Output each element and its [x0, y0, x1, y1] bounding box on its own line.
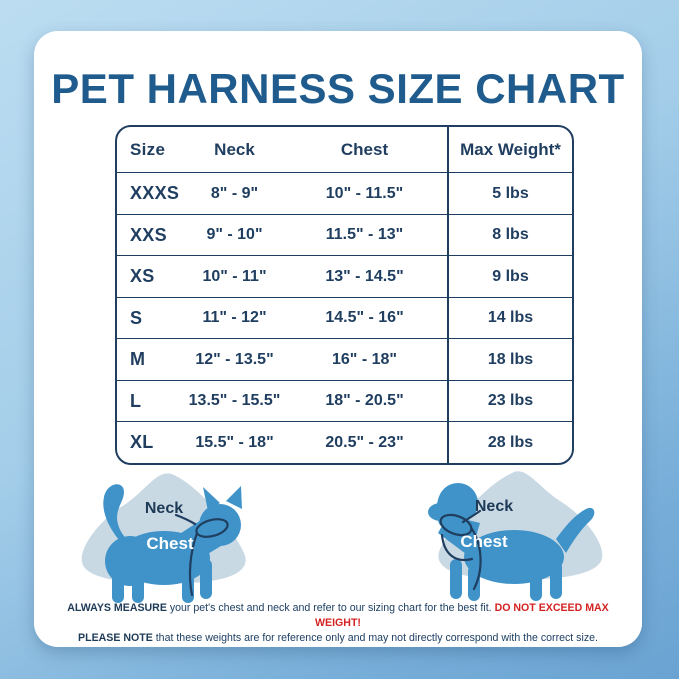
cell-chest: 20.5" - 23" [325, 433, 404, 451]
cat-neck-pointer-line [174, 513, 197, 526]
cell-neck: 12" - 13.5" [195, 350, 274, 368]
cell-chest: 10" - 11.5" [325, 184, 404, 202]
dog-illustration: Neck Chest [428, 471, 603, 601]
cell-neck: 9" - 10" [206, 226, 263, 244]
cell-chest: 13" - 14.5" [325, 267, 404, 285]
disclaimer-max-weight-warning: DO NOT EXCEED MAX WEIGHT! [315, 602, 609, 629]
disclaimer-line2-text: that these weights are for reference onl… [152, 632, 598, 644]
cell-chest: 16" - 18" [332, 350, 397, 368]
cell-size: XL [130, 432, 154, 453]
size-chart-card: PET HARNESS SIZE CHART Size Neck Chest M… [34, 31, 642, 647]
disclaimer-line1-text: your pet's chest and neck and refer to o… [166, 602, 495, 614]
cell-chest: 14.5" - 16" [325, 309, 404, 327]
cell-weight: 28 lbs [447, 422, 572, 463]
cell-neck: 15.5" - 18" [195, 433, 274, 451]
header-size: Size [130, 139, 166, 159]
cell-weight: 18 lbs [447, 339, 572, 380]
cat-illustration: Neck Chest [81, 473, 246, 603]
cell-weight: 5 lbs [447, 173, 572, 214]
cell-neck: 8" - 9" [210, 184, 259, 202]
dog-chest-harness-line [470, 527, 482, 591]
dog-chest-label: Chest [460, 532, 508, 551]
page-title: PET HARNESS SIZE CHART [51, 65, 625, 112]
cell-neck: 11" - 12" [202, 309, 267, 327]
cell-weight: 8 lbs [447, 214, 572, 256]
table-row: XS 10" - 11" 13" - 14.5" 9 lbs [117, 255, 572, 297]
cell-size: S [130, 307, 143, 328]
dog-chest-harness-line [440, 533, 474, 562]
cell-size: M [130, 349, 146, 370]
cell-neck: 10" - 11" [202, 267, 267, 285]
cell-size: L [130, 390, 142, 411]
cell-chest: 11.5" - 13" [325, 226, 404, 244]
cell-size: XXS [130, 224, 167, 245]
table-row: L 13.5" - 15.5" 18" - 20.5" 23 lbs [117, 379, 572, 422]
dog-neck-pointer-line [461, 509, 482, 524]
cell-neck: 13.5" - 15.5" [188, 392, 281, 410]
dog-neck-harness-line [439, 513, 473, 537]
cell-weight: 9 lbs [447, 256, 572, 297]
table-header-row: Size Neck Chest Max Weight* [117, 127, 572, 173]
cell-chest: 18" - 20.5" [325, 392, 404, 410]
cat-neck-label: Neck [145, 500, 183, 517]
cell-weight: 14 lbs [447, 297, 572, 339]
cat-chest-harness-line [188, 531, 199, 597]
dog-neck-label: Neck [475, 498, 513, 515]
table-row: XXS 9" - 10" 11.5" - 13" 8 lbs [117, 213, 572, 256]
disclaimer-please-note: PLEASE NOTE [78, 632, 153, 644]
cell-size: XS [130, 266, 155, 287]
header-max-weight: Max Weight* [447, 127, 572, 173]
table-row: S 11" - 12" 14.5" - 16" 14 lbs [117, 296, 572, 339]
cell-weight: 23 lbs [447, 380, 572, 422]
disclaimer: ALWAYS MEASURE your pet's chest and neck… [54, 601, 622, 646]
table-row: M 12" - 13.5" 16" - 18" 18 lbs [117, 338, 572, 380]
disclaimer-always-measure: ALWAYS MEASURE [67, 602, 167, 614]
table-row: XXXS 8" - 9" 10" - 11.5" 5 lbs [117, 172, 572, 214]
header-chest: Chest [340, 139, 389, 159]
cat-chest-label: Chest [146, 534, 194, 553]
table-row: XL 15.5" - 18" 20.5" - 23" 28 lbs [117, 421, 572, 463]
size-table: Size Neck Chest Max Weight* XXXS 8" - 9"… [115, 125, 574, 465]
header-neck: Neck [214, 139, 255, 159]
cell-size: XXXS [130, 183, 180, 204]
